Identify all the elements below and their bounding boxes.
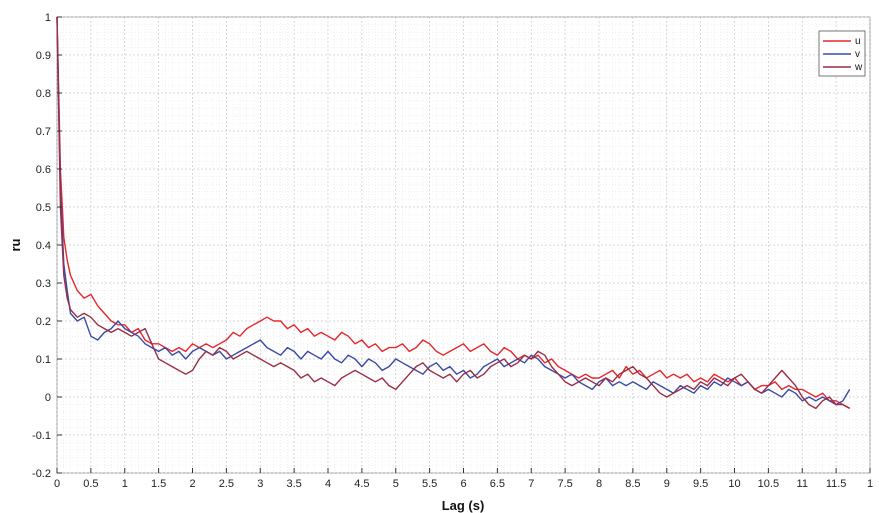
x-tick-label: 1 xyxy=(867,478,873,490)
series-line-u xyxy=(56,16,851,410)
y-tick-label: 0.6 xyxy=(36,164,51,176)
y-axis-ticks: -0.2 -0.1 0 0.1 0.2 0.3 0.4 0.5 0.6 0.7 0.8 0.9 1 xyxy=(32,12,62,480)
x-axis-label: Lag (s) xyxy=(442,498,485,513)
legend-label-w: w xyxy=(854,62,863,73)
y-axis-label: ru xyxy=(8,238,23,251)
x-tick-label: 0 xyxy=(54,478,60,490)
x-axis-ticks: 0 0.5 1 1.5 2 2.5 3 3.5 4 4.5 5 5.5 6 6.5 7 7.5 8 8.5 9 9.5… xyxy=(54,468,873,490)
x-tick-label: 5.5 xyxy=(422,478,437,490)
y-tick-label: 0.1 xyxy=(36,354,51,366)
x-tick-label: 3 xyxy=(257,478,263,490)
x-tick-label: 7.5 xyxy=(557,478,572,490)
x-tick-label: 1 xyxy=(122,478,128,490)
x-tick-label: 0.5 xyxy=(83,478,98,490)
x-tick-label: 6.5 xyxy=(490,478,505,490)
legend-label-v: v xyxy=(855,49,860,60)
y-tick-label: -0.2 xyxy=(32,468,51,480)
y-tick-label: 0.5 xyxy=(36,202,51,214)
y-tick-label: 0.2 xyxy=(36,316,51,328)
x-tick-label: 1.5 xyxy=(151,478,166,490)
x-tick-label: 11.5 xyxy=(826,478,847,490)
legend: uvw xyxy=(818,30,866,77)
y-tick-label: 0 xyxy=(45,392,51,404)
x-tick-label: 8.5 xyxy=(625,478,640,490)
x-tick-label: 10.5 xyxy=(758,478,779,490)
y-tick-label: 0.9 xyxy=(36,50,51,62)
y-tick-label: -0.1 xyxy=(32,430,51,442)
x-tick-label: 2.5 xyxy=(219,478,234,490)
y-tick-label: 0.8 xyxy=(36,88,51,100)
x-tick-label: 5 xyxy=(393,478,399,490)
series-line-w xyxy=(56,16,851,410)
y-tick-label: 1 xyxy=(45,12,51,24)
x-tick-label: 9 xyxy=(664,478,670,490)
x-tick-label: 7 xyxy=(528,478,534,490)
series-line-v xyxy=(56,16,851,406)
x-tick-label: 4.5 xyxy=(354,478,369,490)
x-tick-label: 11 xyxy=(797,478,808,490)
x-tick-label: 6 xyxy=(460,478,466,490)
y-tick-label: 0.3 xyxy=(36,278,51,290)
y-tick-label: 0.4 xyxy=(36,240,51,252)
y-tick-label: 0.7 xyxy=(36,126,51,138)
series-layer xyxy=(56,16,851,410)
x-tick-label: 9.5 xyxy=(693,478,708,490)
x-tick-label: 2 xyxy=(189,478,195,490)
x-tick-label: 8 xyxy=(596,478,602,490)
x-tick-label: 4 xyxy=(325,478,331,490)
x-tick-label: 10 xyxy=(728,478,740,490)
legend-label-u: u xyxy=(855,36,861,47)
x-tick-label: 3.5 xyxy=(286,478,301,490)
